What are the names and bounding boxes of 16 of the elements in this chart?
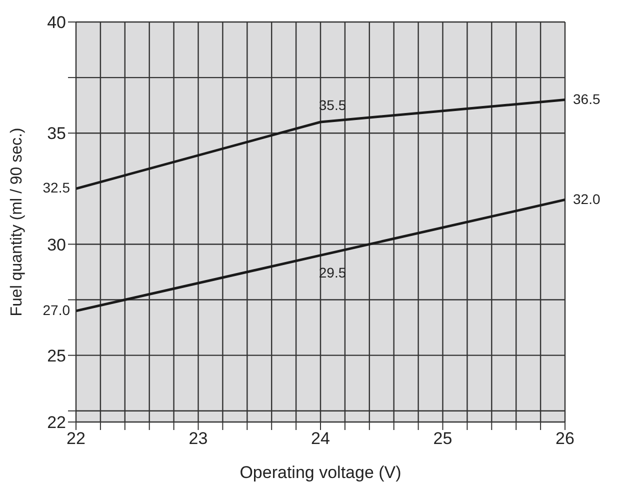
y-axis-title: Fuel quantity (ml / 90 sec.) <box>8 128 26 316</box>
y-tick-label: 35 <box>47 124 66 144</box>
data-label: 32.5 <box>42 180 70 196</box>
data-label: 36.5 <box>573 90 600 107</box>
y-tick-label: 22 <box>47 413 66 432</box>
x-axis-title: Operating voltage (V) <box>240 463 402 482</box>
y-tick-label: 40 <box>47 13 66 32</box>
x-tick-label: 26 <box>556 429 574 448</box>
x-tick-label: 22 <box>66 429 86 448</box>
x-tick-label: 23 <box>188 429 208 448</box>
x-tick-label: 25 <box>433 429 452 448</box>
data-label: 32.0 <box>573 190 600 207</box>
data-label: 27.0 <box>42 302 70 318</box>
y-tick-label: 30 <box>47 235 66 254</box>
x-tick-label: 24 <box>311 429 330 448</box>
y-tick-label: 25 <box>47 346 66 366</box>
